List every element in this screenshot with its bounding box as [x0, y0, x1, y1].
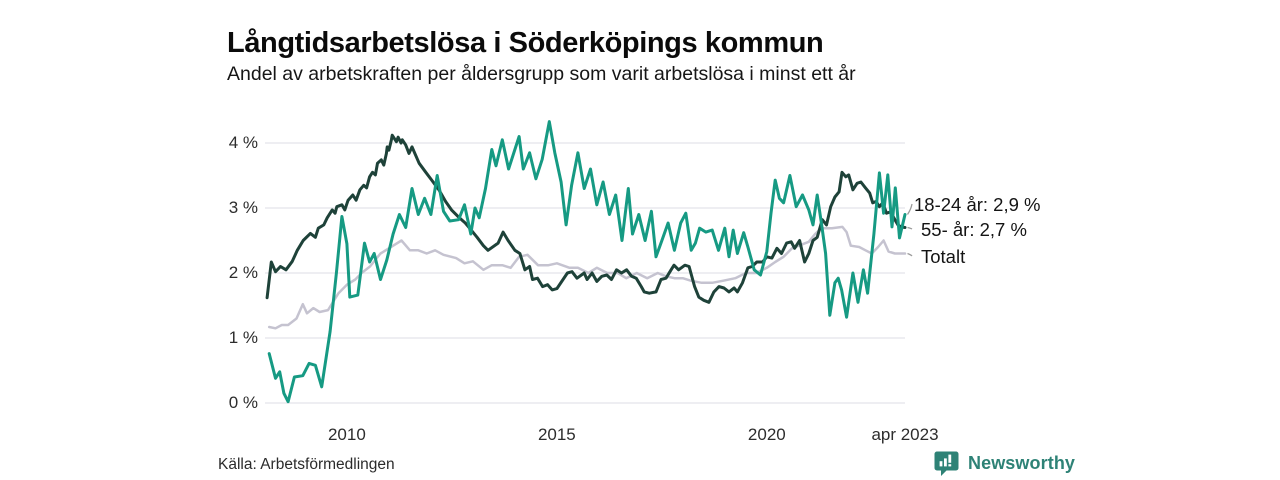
source-attribution: Källa: Arbetsförmedlingen [218, 456, 395, 473]
x-axis-tick-label: 2010 [327, 425, 366, 444]
x-axis-tick-label: apr 2023 [871, 425, 939, 444]
y-axis-tick-label: 0 % [228, 393, 258, 412]
y-axis-tick-label: 4 % [228, 133, 258, 152]
series-end-label-total: Totalt [921, 246, 966, 267]
x-axis-tick-label: 2015 [537, 425, 576, 444]
newsworthy-brand: Newsworthy [933, 449, 1075, 477]
label-connector [906, 203, 913, 215]
label-connector [907, 252, 913, 257]
y-axis-tick-label: 1 % [228, 328, 258, 347]
series-line-18-24-r [267, 120, 907, 404]
chart-title: Långtidsarbetslösa i Söderköpings kommun [227, 27, 824, 60]
y-axis-tick-label: 3 % [228, 198, 258, 217]
newsworthy-logo-icon [933, 449, 960, 477]
series-end-label-18-24: 18-24 år: 2,9 % [914, 194, 1041, 215]
y-axis-tick-label: 2 % [228, 263, 258, 282]
chart-subtitle: Andel av arbetskraften per åldersgrupp s… [227, 63, 856, 85]
series-line-55-r [265, 133, 907, 304]
series-end-label-55-plus: 55- år: 2,7 % [921, 219, 1027, 240]
x-axis-tick-label: 2020 [747, 425, 786, 444]
newsworthy-wordmark: Newsworthy [968, 452, 1076, 473]
label-connector [907, 226, 913, 230]
